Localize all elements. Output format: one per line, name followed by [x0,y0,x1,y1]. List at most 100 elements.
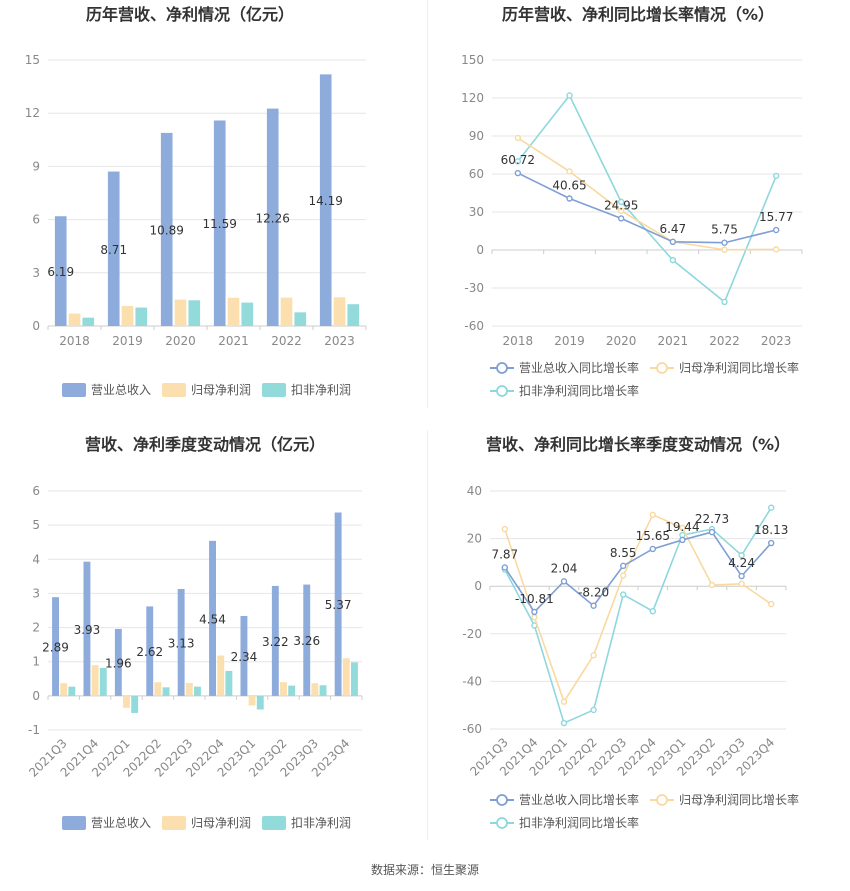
x-tick-label: 2020 [606,334,637,348]
x-tick-label: 2023 [324,334,355,348]
line-point [721,298,728,306]
y-tick-label: 6 [32,484,40,498]
bar-revenue [266,108,279,327]
bar-revenue [177,588,185,696]
x-tick-label: 2022 [271,334,302,348]
bar-net-profit [91,665,99,696]
y-tick-label: -60 [462,722,482,736]
line-point [619,562,627,570]
line-point [721,239,728,246]
y-tick-label: 0 [476,243,484,257]
y-tick-label: -20 [462,627,482,641]
chart-title: 历年营收、净利同比增长率情况（%） [502,5,774,24]
data-label: 18.13 [754,523,788,537]
bar-net-profit [154,682,162,696]
line-point [590,602,597,609]
x-tick-label: 2019 [554,334,585,348]
y-tick-label: 3 [32,586,40,600]
bar-net-profit [280,682,287,696]
data-label: 7.87 [491,547,518,561]
vertical-divider-bottom [427,430,428,840]
bar-deducted-profit [256,695,264,710]
bar-deducted-profit [82,317,95,326]
y-tick-label: -30 [464,281,484,295]
data-label: 14.19 [309,194,343,208]
bar-net-profit [280,297,293,326]
bar-revenue [240,615,248,696]
legend-label: 归母净利润同比增长率 [679,360,799,375]
line-point [590,706,597,714]
legend-swatch [62,816,86,830]
data-label: 3.22 [262,635,289,649]
data-label: 6.47 [659,222,686,236]
quarterly-revenue-profit-chart: 营收、净利季度变动情况（亿元）-101234562021Q32021Q42022… [26,435,363,830]
bar-net-profit [60,683,68,696]
bar-net-profit [123,695,130,708]
x-tick-label: 2022 [709,334,740,348]
data-label: 3.13 [168,636,195,650]
line-point [619,572,627,579]
line-point [514,158,522,165]
data-label: 8.71 [100,243,127,257]
y-tick-label: 2 [32,621,40,635]
data-label: 4.24 [728,556,755,570]
legend-swatch-marker [496,385,508,397]
line-point [679,524,686,532]
line-point [772,226,780,234]
data-label: 10.89 [150,223,184,237]
bar-revenue [209,540,216,696]
line-point [679,536,686,544]
legend-swatch [262,816,286,830]
legend-label: 扣非净利润 [291,816,351,830]
legend-label: 营业总收入同比增长率 [519,792,639,807]
data-label: 2.62 [136,645,163,659]
y-tick-label: 20 [467,532,482,546]
legend-swatch [162,383,186,397]
bar-deducted-profit [225,670,233,696]
data-label: 6.19 [47,265,74,279]
legend-swatch-marker [496,794,508,806]
chart-title: 营收、净利季度变动情况（亿元） [85,435,325,454]
x-tick-label: 2018 [59,334,90,348]
y-tick-label: -40 [462,674,482,688]
chart-title: 历年营收、净利情况（亿元） [86,5,294,24]
line-point [768,504,775,511]
bar-net-profit [68,313,81,326]
bar-deducted-profit [288,685,296,696]
data-label: 40.65 [552,179,586,193]
line-point [560,578,568,585]
line-point [566,195,573,202]
y-tick-label: -60 [464,319,484,333]
bar-deducted-profit [241,302,254,326]
line-point [531,608,538,616]
bar-deducted-profit [68,686,76,696]
legend-swatch-marker [496,817,508,829]
bar-revenue [160,132,173,326]
annual-growth-rate-chart: 历年营收、净利同比增长率情况（%） -60 -30 0 30 60 90 120 150 2018… [461,5,803,398]
bar-deducted-profit [162,687,170,696]
data-label: 11.59 [203,217,237,231]
y-tick-label: 150 [461,53,484,67]
bar-revenue [146,606,154,696]
y-tick-label: 0 [32,689,40,703]
y-tick-label: 3 [32,266,40,280]
bar-deducted-profit [188,300,201,326]
bar-net-profit [333,297,346,326]
y-tick-label: 40 [467,484,482,498]
legend-label: 扣非净利润同比增长率 [519,383,639,398]
bar-revenue [213,120,226,326]
line-deducted-profit-growth [504,507,772,725]
line-point [708,528,716,536]
x-tick-label: 2020 [165,334,196,348]
line-point [768,600,775,608]
data-label: -10.81 [515,592,554,606]
bar-revenue [303,584,311,696]
line-point [617,198,625,206]
data-label: 19.44 [665,520,699,534]
bar-deducted-profit [99,667,107,696]
line-point [708,581,716,589]
line-point [772,172,780,180]
x-tick-label: 2021 [658,334,689,348]
bar-net-profit [342,658,350,696]
bar-deducted-profit [135,307,148,326]
